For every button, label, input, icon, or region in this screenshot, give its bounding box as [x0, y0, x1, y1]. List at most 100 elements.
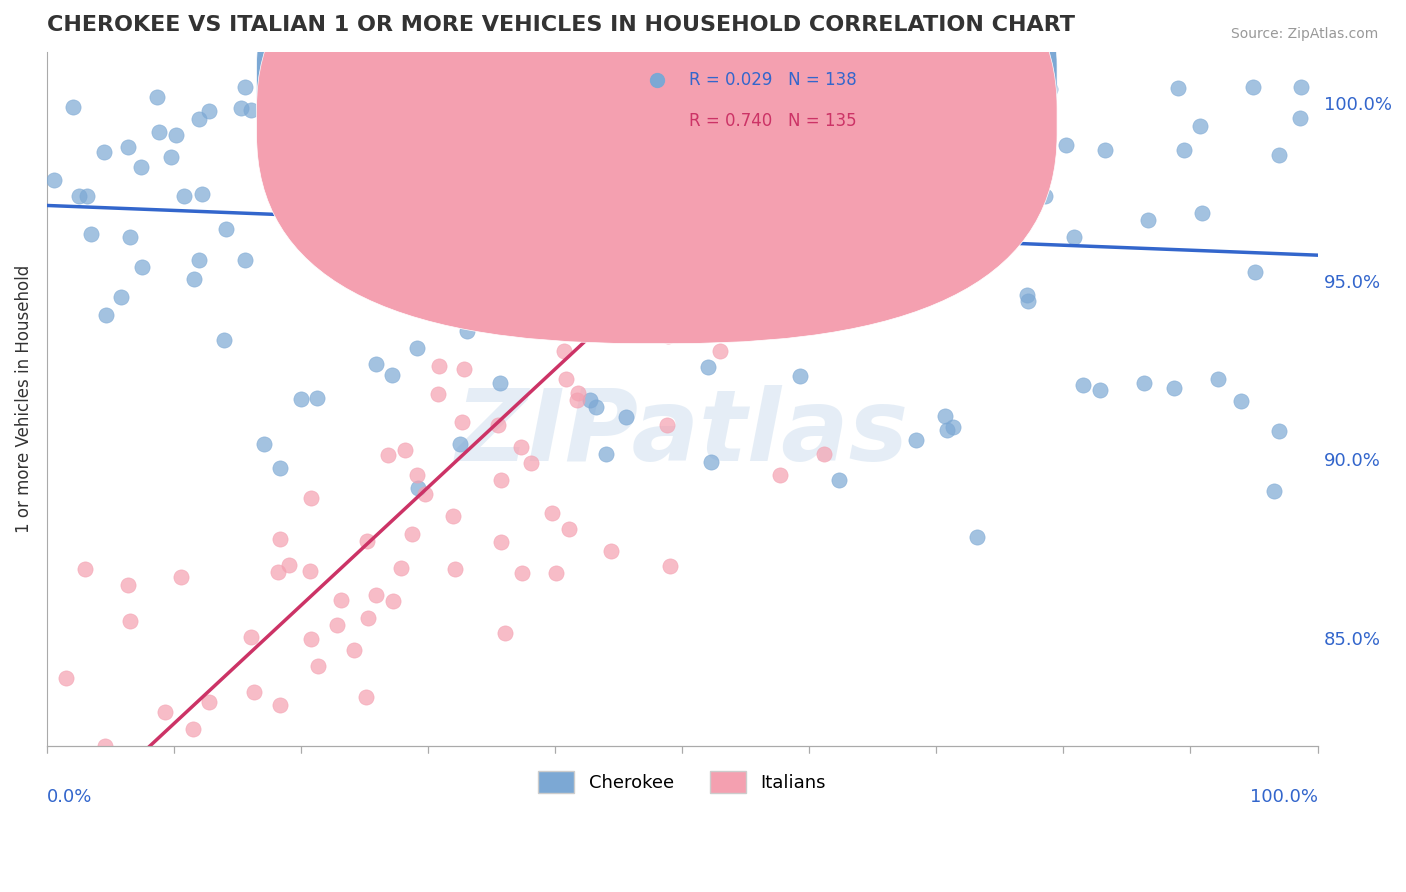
FancyBboxPatch shape	[256, 0, 1057, 301]
Point	[1191, 206, 1213, 220]
Point	[934, 409, 956, 424]
Point	[94, 882, 117, 892]
Point	[509, 440, 531, 454]
Point	[519, 456, 541, 470]
Point	[664, 108, 686, 122]
Point	[567, 147, 589, 161]
Point	[491, 192, 513, 206]
Point	[451, 415, 474, 429]
Point	[48, 812, 70, 826]
Point	[441, 508, 464, 523]
Point	[120, 614, 142, 628]
Point	[353, 168, 375, 182]
Point	[702, 280, 724, 294]
Point	[114, 847, 136, 861]
Point	[1063, 229, 1085, 244]
Point	[682, 94, 704, 108]
Point	[148, 125, 170, 139]
Point	[720, 140, 742, 154]
Point	[682, 96, 704, 111]
Point	[800, 262, 823, 277]
Point	[197, 695, 219, 709]
Point	[299, 632, 322, 646]
Point	[782, 80, 804, 95]
Point	[585, 401, 607, 415]
Point	[215, 222, 238, 236]
Point	[406, 468, 429, 483]
Point	[689, 80, 711, 95]
Point	[267, 80, 290, 95]
Text: ZIPatlas: ZIPatlas	[456, 385, 908, 483]
Text: Source: ZipAtlas.com: Source: ZipAtlas.com	[1230, 27, 1378, 41]
Point	[58, 870, 80, 884]
Point	[560, 253, 582, 268]
Point	[1094, 143, 1116, 157]
Point	[93, 789, 115, 804]
Point	[394, 442, 416, 457]
Point	[626, 326, 648, 340]
Point	[696, 360, 718, 375]
Point	[329, 593, 352, 607]
Point	[1206, 372, 1229, 386]
Point	[600, 543, 623, 558]
Point	[665, 132, 688, 146]
Point	[761, 124, 783, 138]
Point	[440, 138, 463, 153]
Point	[477, 99, 499, 113]
Point	[853, 80, 876, 95]
Point	[121, 862, 143, 876]
Point	[343, 643, 366, 657]
Point	[62, 100, 84, 114]
Point	[398, 108, 420, 122]
Point	[627, 104, 650, 119]
Point	[557, 304, 579, 318]
Point	[807, 142, 830, 156]
Point	[813, 244, 835, 258]
Point	[645, 290, 668, 304]
Point	[796, 93, 818, 107]
Point	[730, 80, 752, 95]
Point	[73, 562, 96, 576]
Point	[67, 189, 90, 203]
Point	[423, 223, 446, 237]
Point	[288, 80, 311, 95]
Point	[558, 522, 581, 536]
Point	[357, 610, 380, 624]
Point	[305, 391, 328, 405]
Point	[778, 95, 800, 109]
Point	[1015, 102, 1038, 116]
Point	[382, 594, 405, 608]
Point	[444, 562, 467, 576]
Point	[183, 722, 205, 736]
Point	[983, 98, 1005, 112]
Point	[496, 119, 519, 133]
Point	[389, 561, 412, 575]
Point	[790, 128, 813, 142]
Point	[775, 80, 797, 95]
Point	[830, 138, 852, 153]
Point	[579, 392, 602, 407]
Point	[995, 148, 1018, 162]
Point	[655, 418, 678, 433]
Point	[269, 461, 291, 475]
Point	[449, 437, 471, 451]
Point	[1229, 393, 1251, 408]
Point	[935, 423, 957, 437]
Point	[688, 319, 710, 334]
Point	[94, 308, 117, 322]
Point	[560, 142, 582, 156]
Point	[669, 87, 692, 102]
Point	[165, 797, 187, 811]
Point	[55, 672, 77, 686]
Point	[307, 659, 329, 673]
Point	[256, 105, 278, 120]
Point	[804, 80, 827, 95]
Point	[76, 189, 98, 203]
Text: 90.0%: 90.0%	[1324, 452, 1381, 470]
Point	[512, 223, 534, 237]
Point	[745, 95, 768, 110]
Point	[676, 313, 699, 327]
Point	[489, 534, 512, 549]
Point	[299, 491, 322, 505]
Point	[567, 392, 589, 407]
